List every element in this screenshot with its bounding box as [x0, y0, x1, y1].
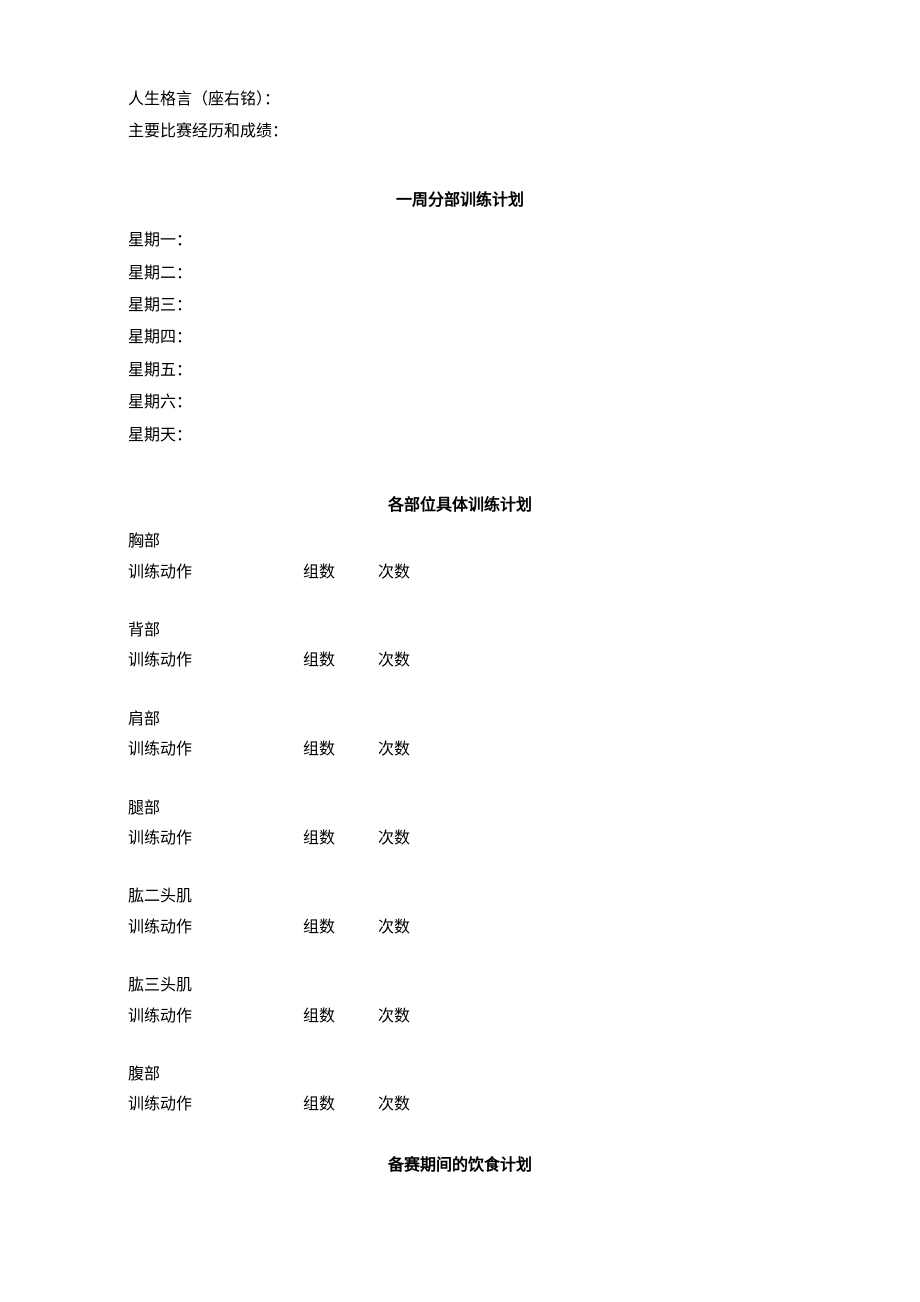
weekday-line: 星期一：	[128, 226, 792, 256]
sets-column-label: 组数	[303, 913, 378, 943]
body-part-name: 肩部	[128, 705, 792, 735]
bodyparts-title: 各部位具体训练计划	[128, 491, 792, 521]
reps-column-label: 次数	[378, 558, 410, 588]
exercise-column-label: 训练动作	[128, 824, 303, 854]
weekday-line: 星期三：	[128, 291, 792, 321]
body-part-name: 腿部	[128, 794, 792, 824]
sets-column-label: 组数	[303, 824, 378, 854]
exercise-column-label: 训练动作	[128, 558, 303, 588]
reps-column-label: 次数	[378, 824, 410, 854]
weekly-plan-title: 一周分部训练计划	[128, 186, 792, 216]
exercise-header-row: 训练动作 组数 次数	[128, 913, 792, 943]
body-part-name: 胸部	[128, 527, 792, 557]
reps-column-label: 次数	[378, 913, 410, 943]
motto-label: 人生格言（座右铭）：	[128, 85, 792, 115]
exercise-column-label: 训练动作	[128, 646, 303, 676]
body-part-name: 背部	[128, 616, 792, 646]
exercise-column-label: 训练动作	[128, 735, 303, 765]
weekday-line: 星期四：	[128, 323, 792, 353]
body-part-name: 肱二头肌	[128, 882, 792, 912]
sets-column-label: 组数	[303, 1002, 378, 1032]
body-part-section: 肱三头肌 训练动作 组数 次数	[128, 971, 792, 1032]
body-part-section: 背部 训练动作 组数 次数	[128, 616, 792, 677]
body-part-section: 胸部 训练动作 组数 次数	[128, 527, 792, 588]
weekday-line: 星期五：	[128, 356, 792, 386]
body-part-section: 肩部 训练动作 组数 次数	[128, 705, 792, 766]
exercise-header-row: 训练动作 组数 次数	[128, 824, 792, 854]
bodyparts-container: 胸部 训练动作 组数 次数 背部 训练动作 组数 次数 肩部 训练动作 组数 次…	[128, 527, 792, 1120]
exercise-header-row: 训练动作 组数 次数	[128, 1090, 792, 1120]
weekday-line: 星期天：	[128, 421, 792, 451]
exercise-header-row: 训练动作 组数 次数	[128, 558, 792, 588]
reps-column-label: 次数	[378, 735, 410, 765]
body-part-section: 腹部 训练动作 组数 次数	[128, 1060, 792, 1121]
weekly-days-container: 星期一： 星期二： 星期三： 星期四： 星期五： 星期六： 星期天：	[128, 226, 792, 451]
experience-label: 主要比赛经历和成绩：	[128, 117, 792, 147]
exercise-header-row: 训练动作 组数 次数	[128, 646, 792, 676]
body-part-name: 肱三头肌	[128, 971, 792, 1001]
body-part-section: 肱二头肌 训练动作 组数 次数	[128, 882, 792, 943]
exercise-column-label: 训练动作	[128, 1090, 303, 1120]
sets-column-label: 组数	[303, 1090, 378, 1120]
body-part-section: 腿部 训练动作 组数 次数	[128, 794, 792, 855]
weekday-line: 星期二：	[128, 259, 792, 289]
exercise-header-row: 训练动作 组数 次数	[128, 735, 792, 765]
sets-column-label: 组数	[303, 735, 378, 765]
weekday-line: 星期六：	[128, 388, 792, 418]
sets-column-label: 组数	[303, 646, 378, 676]
reps-column-label: 次数	[378, 1090, 410, 1120]
body-part-name: 腹部	[128, 1060, 792, 1090]
reps-column-label: 次数	[378, 646, 410, 676]
reps-column-label: 次数	[378, 1002, 410, 1032]
exercise-header-row: 训练动作 组数 次数	[128, 1002, 792, 1032]
diet-plan-title: 备赛期间的饮食计划	[128, 1151, 792, 1181]
sets-column-label: 组数	[303, 558, 378, 588]
exercise-column-label: 训练动作	[128, 1002, 303, 1032]
exercise-column-label: 训练动作	[128, 913, 303, 943]
